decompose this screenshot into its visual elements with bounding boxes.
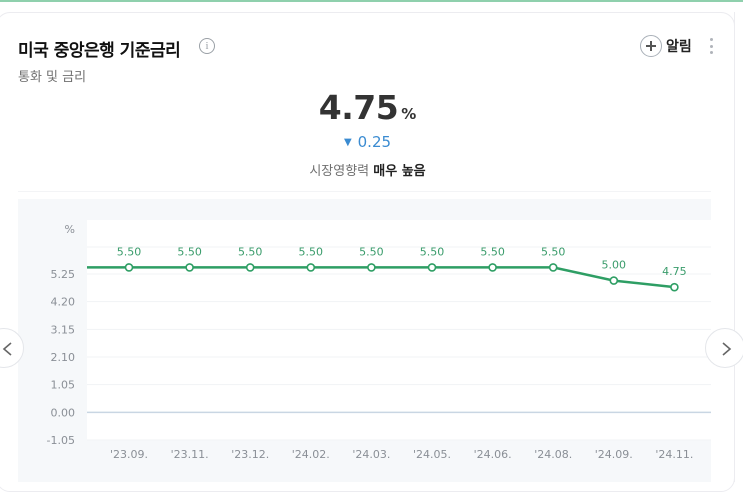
plot-area xyxy=(87,220,711,440)
x-tick-label: '24.05. xyxy=(413,448,451,461)
divider xyxy=(18,191,711,192)
change-indicator: ▼ 0.25 xyxy=(0,133,735,151)
line-chart: % 5.25 4.20 3.15 2.10 1.05 0.00 -1.05 5.50 5.50 5.… xyxy=(47,220,711,461)
data-point[interactable] xyxy=(488,263,497,272)
data-label: 5.50 xyxy=(299,245,324,258)
alarm-label: 알림 xyxy=(666,39,692,55)
market-influence: 시장영향력 매우 높음 xyxy=(0,160,735,179)
plus-icon xyxy=(640,35,662,57)
data-point[interactable] xyxy=(245,263,255,272)
y-tick-label: 2.10 xyxy=(51,351,76,364)
x-tick-label: '24.08. xyxy=(534,448,572,461)
x-tick-label: '24.11. xyxy=(655,448,693,461)
x-tick-label: '24.09. xyxy=(595,448,633,461)
x-tick-label: '23.11. xyxy=(171,448,209,461)
influence-value: 매우 높음 xyxy=(373,164,426,179)
change-value: 0.25 xyxy=(357,133,392,151)
data-point[interactable] xyxy=(367,263,376,272)
x-tick-label: '23.12. xyxy=(231,448,269,461)
data-label: 5.00 xyxy=(602,259,627,272)
data-label: 5.50 xyxy=(359,245,384,258)
data-label: 5.50 xyxy=(177,245,202,258)
y-tick-label: 3.15 xyxy=(51,323,76,336)
x-tick-label: '24.06. xyxy=(474,448,512,461)
data-label: 5.50 xyxy=(117,245,142,258)
data-point[interactable] xyxy=(185,263,194,272)
x-tick-label: '24.02. xyxy=(292,448,330,461)
chevron-left-icon xyxy=(2,342,12,356)
top-accent-bar xyxy=(0,0,743,2)
next-chart-button[interactable] xyxy=(705,328,743,368)
data-point[interactable] xyxy=(124,263,134,272)
data-label: 5.50 xyxy=(238,245,263,258)
x-tick-label: '24.03. xyxy=(352,448,390,461)
y-tick-label: 4.20 xyxy=(51,296,76,309)
data-point[interactable] xyxy=(670,282,679,292)
chart-container: % 5.25 4.20 3.15 2.10 1.05 0.00 -1.05 5.50 5.50 5.… xyxy=(18,199,711,482)
chevron-right-icon xyxy=(722,342,732,356)
current-value-unit: % xyxy=(401,105,417,123)
y-axis-unit: % xyxy=(65,223,75,236)
data-label: 5.50 xyxy=(480,245,505,258)
data-label: 4.75 xyxy=(662,265,687,278)
data-label: 5.50 xyxy=(541,245,566,258)
y-tick-label: 1.05 xyxy=(51,379,76,392)
card-title: 미국 중앙은행 기준금리 xyxy=(18,41,181,61)
current-value: 4.75% xyxy=(0,88,735,127)
data-label: 5.50 xyxy=(420,245,445,258)
card-subtitle: 통화 및 금리 xyxy=(18,70,87,85)
y-tick-label: 0.00 xyxy=(51,406,76,419)
data-point[interactable] xyxy=(548,263,558,272)
y-tick-label: -1.05 xyxy=(47,434,75,447)
down-triangle-icon: ▼ xyxy=(343,137,352,148)
data-point[interactable] xyxy=(306,263,316,272)
card-edge xyxy=(734,12,735,482)
data-point[interactable] xyxy=(609,276,619,285)
current-value-number: 4.75 xyxy=(318,88,399,127)
data-point[interactable] xyxy=(427,263,437,272)
x-tick-label: '23.09. xyxy=(110,448,148,461)
more-options-icon[interactable] xyxy=(710,38,714,54)
y-tick-label: 5.25 xyxy=(51,268,76,281)
add-alarm-button[interactable]: 알림 xyxy=(640,35,692,57)
info-icon[interactable]: i xyxy=(199,38,215,54)
influence-label: 시장영향력 xyxy=(309,164,370,179)
